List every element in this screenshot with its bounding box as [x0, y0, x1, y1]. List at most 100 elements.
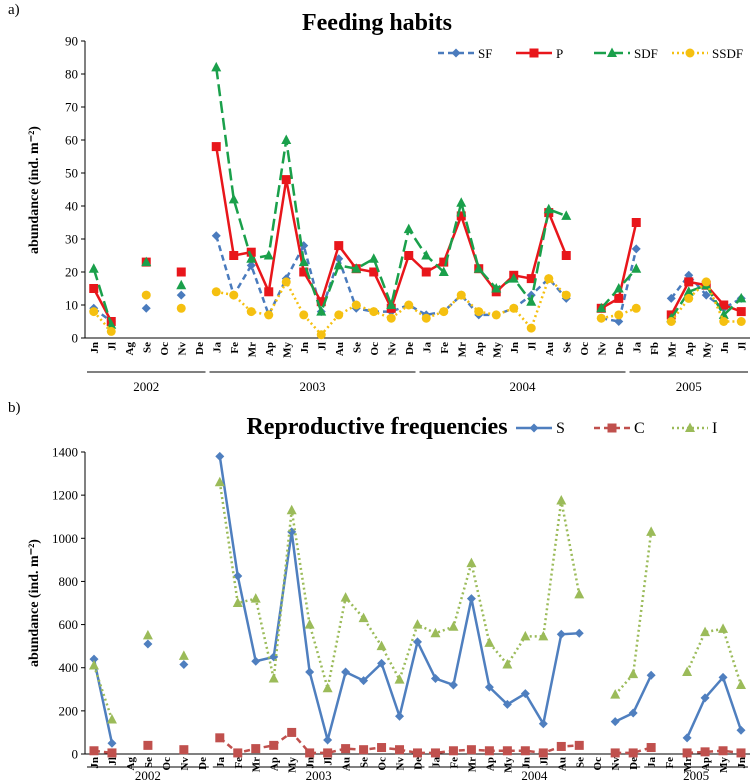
point [305, 748, 315, 758]
point [502, 746, 512, 756]
x-tick-label: Jl [736, 342, 748, 351]
x-tick-label: Jn [305, 757, 317, 769]
point [412, 619, 423, 629]
point [682, 666, 693, 677]
x-tick-label: Mr [682, 757, 694, 772]
point [369, 307, 379, 317]
point [246, 307, 256, 317]
point [368, 253, 379, 263]
point [281, 277, 291, 287]
point [574, 628, 584, 638]
x-tick-label: De [197, 757, 209, 770]
point [610, 689, 621, 699]
y-tick-label: 400 [59, 660, 79, 675]
x-tick-label: Mr [251, 757, 263, 772]
point [316, 297, 326, 307]
point [404, 251, 414, 260]
point [333, 259, 344, 270]
point [631, 303, 641, 313]
point [88, 660, 99, 670]
x-tick-label: Jn [509, 342, 521, 354]
point [298, 256, 309, 267]
y-tick-label: 200 [59, 703, 79, 718]
point [502, 699, 512, 709]
x-tick-label: Mr [246, 342, 258, 357]
point [394, 674, 405, 684]
x-tick-label: Se [574, 757, 586, 768]
y-tick-label: 40 [65, 199, 78, 214]
point [502, 658, 513, 669]
point [413, 637, 422, 647]
point [718, 746, 728, 756]
point [141, 303, 151, 313]
x-tick-label: Jl [538, 757, 550, 766]
x-tick-label: My [502, 757, 514, 773]
point [646, 670, 656, 680]
point [141, 290, 151, 300]
point [142, 629, 153, 640]
point [430, 674, 440, 683]
point [610, 717, 620, 727]
point [341, 744, 351, 754]
chart-title: Reproductive frequencies [246, 414, 507, 440]
point [359, 676, 369, 686]
x-tick-label: Ja [211, 342, 223, 354]
point [176, 267, 186, 277]
point [334, 241, 344, 251]
point [684, 277, 694, 287]
x-tick-label: Oc [159, 342, 171, 356]
point [211, 61, 222, 72]
x-tick-label: My [491, 342, 503, 358]
point [700, 693, 710, 703]
point [561, 210, 572, 220]
x-tick-label: Ap [264, 342, 276, 356]
point [614, 310, 624, 320]
point [351, 300, 361, 310]
point [719, 317, 729, 326]
point [448, 680, 458, 690]
year-label: 2003 [306, 768, 332, 780]
point [358, 612, 369, 623]
x-tick-label: Mr [666, 342, 678, 357]
x-tick-label: Fe [229, 342, 241, 354]
point [421, 267, 431, 277]
x-tick-label: Jn [89, 342, 101, 354]
y-tick-label: 90 [65, 34, 78, 49]
panel-label: a) [8, 2, 20, 18]
year-label: 2005 [676, 379, 702, 394]
x-tick-label: Fe [664, 757, 676, 769]
y-tick-label: 20 [65, 265, 78, 280]
point [466, 745, 476, 755]
x-tick-label: Ja [631, 342, 643, 354]
point [574, 588, 585, 599]
point [377, 743, 387, 753]
point [421, 250, 432, 260]
point [143, 740, 153, 750]
point [561, 251, 571, 260]
y-tick-label: 50 [65, 166, 78, 181]
point [334, 254, 344, 264]
point [246, 247, 256, 257]
point [376, 640, 387, 651]
point [484, 637, 495, 647]
point [251, 744, 261, 754]
point [215, 451, 225, 461]
x-tick-label: Ag [124, 342, 136, 356]
x-tick-label: Fe [439, 342, 451, 354]
point [211, 142, 221, 152]
x-tick-label: Nv [395, 757, 407, 771]
point [107, 738, 117, 748]
series-line [92, 146, 742, 323]
point [281, 175, 291, 185]
x-tick-label: My [281, 342, 293, 358]
point [176, 303, 186, 313]
point [596, 302, 607, 313]
point [439, 307, 449, 317]
point [232, 597, 243, 607]
point [556, 629, 566, 639]
x-tick-label: Ap [700, 757, 712, 771]
y-tick-label: 1000 [52, 531, 78, 546]
x-tick-label: Se [141, 342, 153, 353]
point [281, 134, 292, 144]
point [286, 504, 297, 515]
